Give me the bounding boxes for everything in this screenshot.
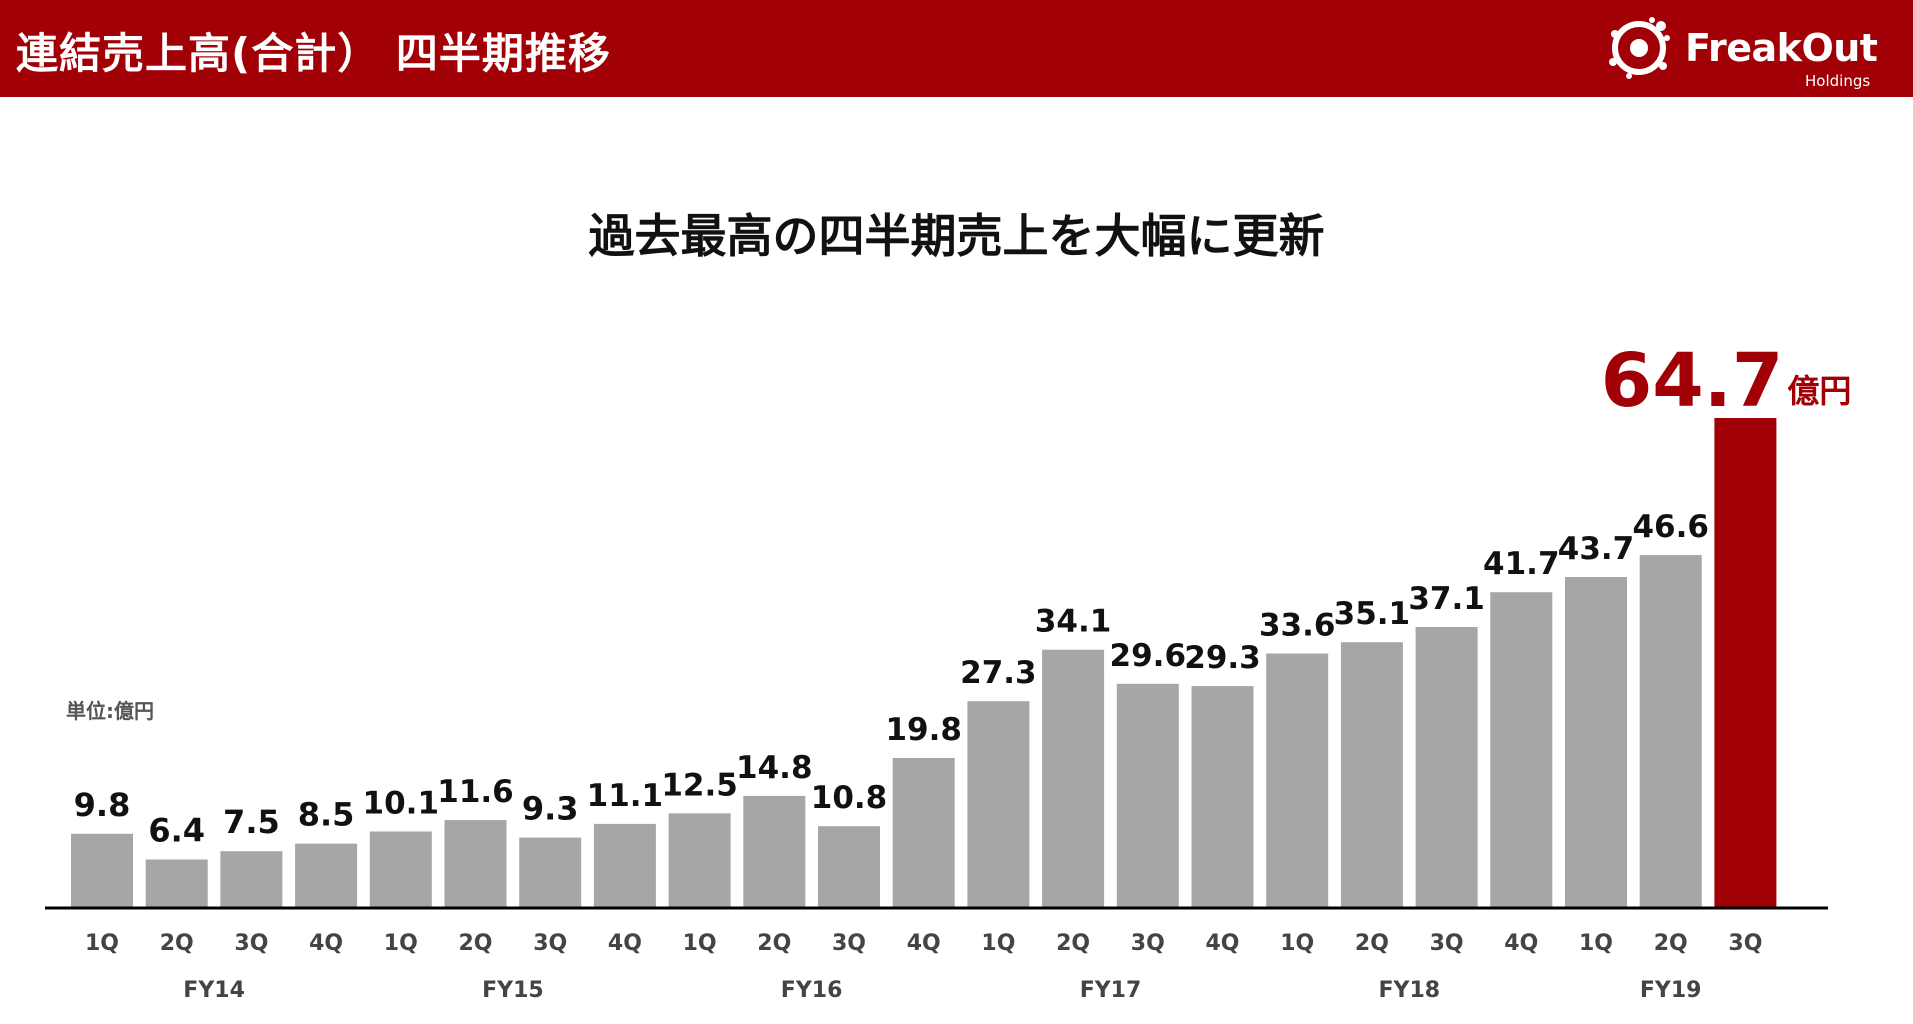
value-label-2: 7.5	[223, 803, 280, 841]
value-label-3: 8.5	[298, 796, 355, 834]
value-label-6: 9.3	[522, 790, 579, 828]
bar-6	[519, 837, 582, 908]
bar-4	[369, 831, 432, 908]
value-labels-group: 9.8 6.4 7.5 8.5 10.111.6 9.3 11.112.514.810.8 1…	[74, 338, 1852, 850]
header-banner: 連結売上高(合計） 四半期推移 FreakOut Holdings	[0, 0, 1913, 97]
bar-0	[71, 833, 133, 908]
category-label-12: 1Q	[981, 931, 1015, 956]
category-label-15: 4Q	[1205, 931, 1239, 956]
value-label-7: 11.1	[587, 778, 664, 814]
category-label-4: 1Q	[384, 931, 418, 956]
value-label-8: 12.5	[661, 767, 738, 803]
logo-name: FreakOut	[1685, 26, 1878, 70]
category-label-5: 2Q	[458, 931, 492, 956]
bar-20	[1565, 577, 1627, 908]
bar-5	[444, 820, 507, 908]
value-label-11: 19.8	[885, 712, 962, 748]
bar-22	[1714, 418, 1777, 908]
bar-11	[892, 758, 955, 908]
bar-9	[743, 795, 806, 908]
bar-16	[1266, 653, 1329, 908]
value-label-10: 10.8	[811, 780, 888, 816]
category-label-18: 3Q	[1430, 931, 1464, 956]
value-label-15: 29.3	[1184, 640, 1261, 676]
fiscal-year-labels-group: FY14 FY15 FY16 FY17 FY18 FY19	[183, 978, 1701, 1003]
freakout-logo: FreakOut Holdings	[1605, 12, 1905, 92]
fiscal-year-label-2: FY16	[781, 978, 843, 1003]
category-label-7: 4Q	[608, 931, 642, 956]
category-label-0: 1Q	[85, 931, 119, 956]
headline: 過去最高の四半期売上を大幅に更新	[588, 209, 1325, 263]
fiscal-year-label-4: FY18	[1379, 978, 1441, 1003]
value-label-13: 34.1	[1035, 604, 1112, 640]
page-title: 連結売上高(合計） 四半期推移	[16, 29, 611, 78]
category-label-3: 4Q	[309, 931, 343, 956]
fiscal-year-label-3: FY17	[1080, 978, 1142, 1003]
value-label-22: 64.7	[1601, 338, 1784, 424]
fiscal-year-label-0: FY14	[183, 978, 245, 1003]
logo-mark-icon	[1609, 17, 1670, 79]
category-label-22: 3Q	[1728, 931, 1762, 956]
unit-label: 単位:億円	[66, 699, 154, 723]
bar-8	[668, 813, 731, 908]
value-label-0: 9.8	[74, 786, 131, 824]
value-label-14: 29.6	[1110, 638, 1187, 674]
bars-group	[71, 418, 1777, 908]
bar-15	[1191, 686, 1254, 908]
bar-10	[818, 826, 880, 908]
value-label-4: 10.1	[363, 786, 440, 822]
value-label-18: 37.1	[1408, 581, 1485, 617]
category-label-20: 1Q	[1579, 931, 1613, 956]
value-label-1: 6.4	[148, 812, 205, 850]
category-label-17: 2Q	[1355, 931, 1389, 956]
category-label-21: 2Q	[1654, 931, 1688, 956]
category-label-6: 3Q	[533, 931, 567, 956]
highlight-unit-label: 億円	[1787, 372, 1851, 410]
category-label-13: 2Q	[1056, 931, 1090, 956]
value-label-20: 43.7	[1558, 531, 1635, 567]
value-label-9: 14.8	[736, 750, 813, 786]
category-label-16: 1Q	[1280, 931, 1314, 956]
bar-13	[1042, 649, 1105, 908]
value-label-12: 27.3	[960, 655, 1037, 691]
category-label-10: 3Q	[832, 931, 866, 956]
value-label-19: 41.7	[1483, 546, 1560, 582]
category-label-2: 3Q	[234, 931, 268, 956]
category-label-9: 2Q	[757, 931, 791, 956]
bar-1	[145, 859, 208, 908]
bar-7	[593, 823, 656, 908]
bar-17	[1340, 642, 1403, 908]
bar-18	[1415, 627, 1478, 908]
bar-21	[1639, 555, 1702, 908]
category-labels-group: 1Q 2Q 3Q 4Q 1Q 2Q 3Q 4Q 1Q 2Q 3Q 4Q 1Q 2Q 3Q 4Q 1Q 2Q 3Q 4Q…	[85, 931, 1762, 956]
category-label-1: 2Q	[160, 931, 194, 956]
value-label-21: 46.6	[1632, 509, 1709, 545]
bar-12	[967, 701, 1030, 908]
bar-14	[1116, 683, 1179, 908]
bar-3	[295, 843, 358, 908]
fiscal-year-label-5: FY19	[1640, 978, 1702, 1003]
category-label-19: 4Q	[1504, 931, 1538, 956]
category-label-8: 1Q	[683, 931, 717, 956]
fiscal-year-label-1: FY15	[482, 978, 544, 1003]
category-label-14: 3Q	[1131, 931, 1165, 956]
value-label-16: 33.6	[1259, 608, 1336, 644]
logo-subtitle: Holdings	[1805, 72, 1871, 90]
value-label-5: 11.6	[437, 774, 514, 810]
bar-19	[1490, 592, 1553, 908]
value-label-17: 35.1	[1334, 596, 1411, 632]
bar-2	[220, 851, 283, 908]
category-label-11: 4Q	[907, 931, 941, 956]
